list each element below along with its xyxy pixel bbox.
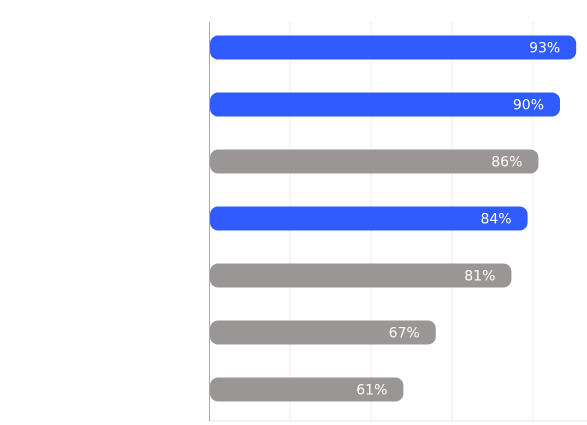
data-label: 81% — [464, 269, 495, 285]
data-label: 86% — [491, 155, 522, 171]
data-label: 67% — [389, 326, 420, 342]
data-label: 61% — [356, 383, 387, 399]
bar — [210, 92, 560, 117]
data-label: 93% — [529, 41, 560, 57]
bar — [210, 35, 577, 60]
bar — [210, 263, 512, 288]
data-label: 90% — [513, 98, 544, 114]
bar — [210, 377, 404, 402]
bar — [210, 320, 436, 345]
data-label: 84% — [480, 212, 511, 228]
bar — [210, 206, 528, 231]
bar — [210, 149, 539, 174]
